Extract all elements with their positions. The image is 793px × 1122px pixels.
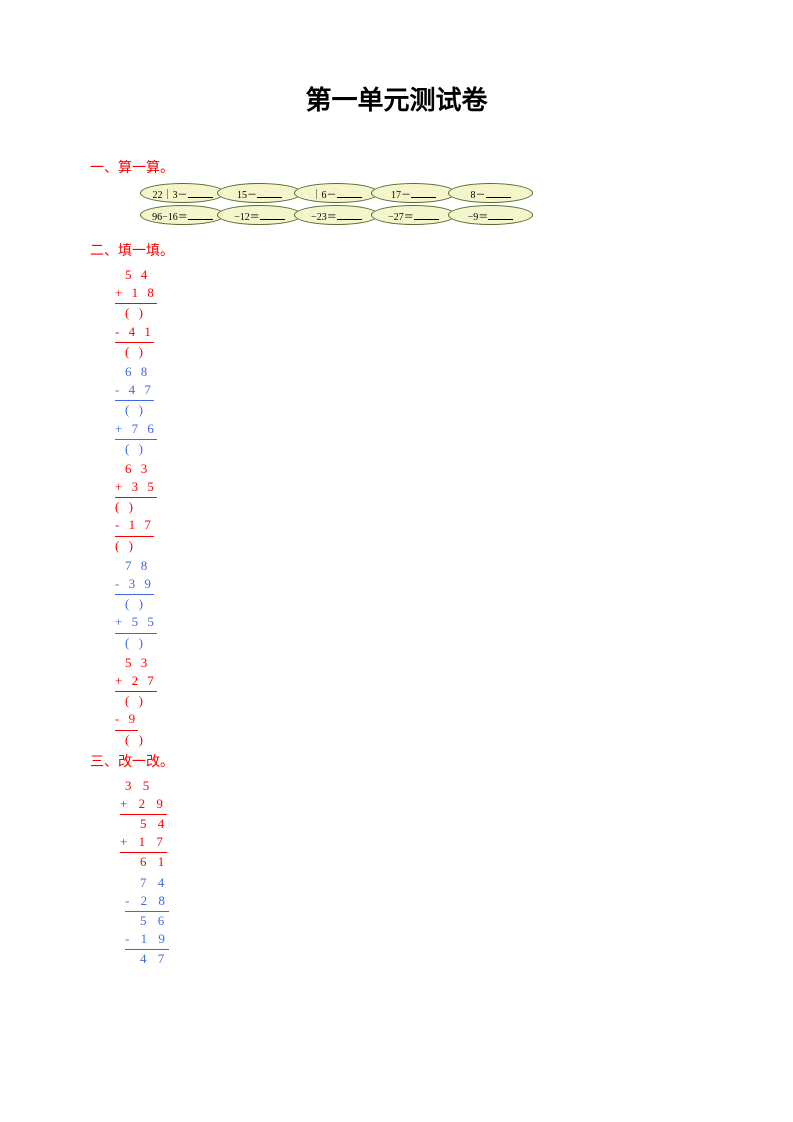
- calc-line: ( ): [125, 692, 703, 710]
- calc-line: ( ): [125, 343, 703, 361]
- calc-line: 3 5: [125, 777, 703, 795]
- calc-problem: 6 3+ 3 5( )- 1 7( ): [115, 460, 703, 555]
- calc-line: + 1 8: [115, 284, 703, 304]
- calc-line: + 3 5: [115, 478, 703, 498]
- ellipse-cell: −12＝: [217, 205, 302, 225]
- calc-line: 5 4: [125, 266, 703, 284]
- blank: [414, 210, 439, 220]
- calc-line: + 2 7: [115, 672, 703, 692]
- ellipse-cell: −23＝: [294, 205, 379, 225]
- calc-line: + 7 6: [115, 420, 703, 440]
- calc-line: 7 8: [125, 557, 703, 575]
- calc-line: - 4 7: [115, 381, 703, 401]
- ellipse-cell: 22｜3－: [140, 183, 225, 203]
- page-title: 第一单元测试卷: [90, 80, 703, 117]
- calc-line: - 9: [115, 710, 703, 730]
- calc-line: + 5 5: [115, 613, 703, 633]
- calc-line: - 4 1: [115, 323, 703, 343]
- blank: [411, 188, 436, 198]
- ellipse-cell: 8－: [448, 183, 533, 203]
- ellipse-cell: 15－: [217, 183, 302, 203]
- calc-line: - 2 8: [125, 892, 703, 912]
- ellipse-row-1: 22｜3－ 15－ ｜6－ 17－ 8－: [140, 183, 703, 203]
- calc-line: 6 8: [125, 363, 703, 381]
- calc-line: 5 4: [140, 815, 703, 833]
- calc-line: ( ): [125, 634, 703, 652]
- blank: [337, 210, 362, 220]
- calc-line: - 1 7: [115, 516, 703, 536]
- ellipse-cell: −27＝: [371, 205, 456, 225]
- section2-problems: 5 4+ 1 8( )- 4 1( )6 8- 4 7( )+ 7 6( )6 …: [90, 266, 703, 749]
- calc-line: ( ): [125, 401, 703, 419]
- calc-line: 5 3: [125, 654, 703, 672]
- section1-header: 一、算一算。: [90, 157, 703, 177]
- calc-line: ( ): [125, 440, 703, 458]
- calc-line: - 1 9: [125, 930, 703, 950]
- blank: [337, 188, 362, 198]
- ellipse-row-2: 96−16＝ −12＝ −23＝ −27＝ −9＝: [140, 205, 703, 225]
- blank: [486, 188, 511, 198]
- calc-line: 6 3: [125, 460, 703, 478]
- calc-line: ( ): [115, 498, 703, 516]
- calc-line: 7 4: [140, 874, 703, 892]
- calc-problem: 7 8- 3 9( )+ 5 5( ): [115, 557, 703, 652]
- ellipse-cell: −9＝: [448, 205, 533, 225]
- calc-problem: 6 8- 4 7( )+ 7 6( ): [115, 363, 703, 458]
- section3-problems: 3 5+ 2 95 4+ 1 76 17 4- 2 85 6- 1 94 7: [90, 777, 703, 969]
- ellipse-cell: 96−16＝: [140, 205, 225, 225]
- blank: [488, 210, 513, 220]
- calc-line: ( ): [125, 304, 703, 322]
- calc-problem: 5 3+ 2 7( )- 9( ): [115, 654, 703, 749]
- calc-line: ( ): [115, 537, 703, 555]
- calc-problem: 7 4- 2 85 6- 1 94 7: [115, 874, 703, 969]
- calc-problem: 3 5+ 2 95 4+ 1 76 1: [115, 777, 703, 872]
- ellipse-cell: 17－: [371, 183, 456, 203]
- calc-line: + 1 7: [120, 833, 703, 853]
- blank: [188, 188, 213, 198]
- calc-problem: 5 4+ 1 8( )- 4 1( ): [115, 266, 703, 361]
- ellipse-cell: ｜6－: [294, 183, 379, 203]
- section2-header: 二、填一填。: [90, 240, 703, 260]
- calc-line: 6 1: [140, 853, 703, 871]
- blank: [257, 188, 282, 198]
- calc-line: 4 7: [140, 950, 703, 968]
- calc-line: ( ): [125, 595, 703, 613]
- blank: [188, 210, 213, 220]
- blank: [260, 210, 285, 220]
- calc-line: + 2 9: [120, 795, 703, 815]
- calc-line: ( ): [125, 731, 703, 749]
- section3-header: 三、改一改。: [90, 751, 703, 771]
- calc-line: - 3 9: [115, 575, 703, 595]
- calc-line: 5 6: [140, 912, 703, 930]
